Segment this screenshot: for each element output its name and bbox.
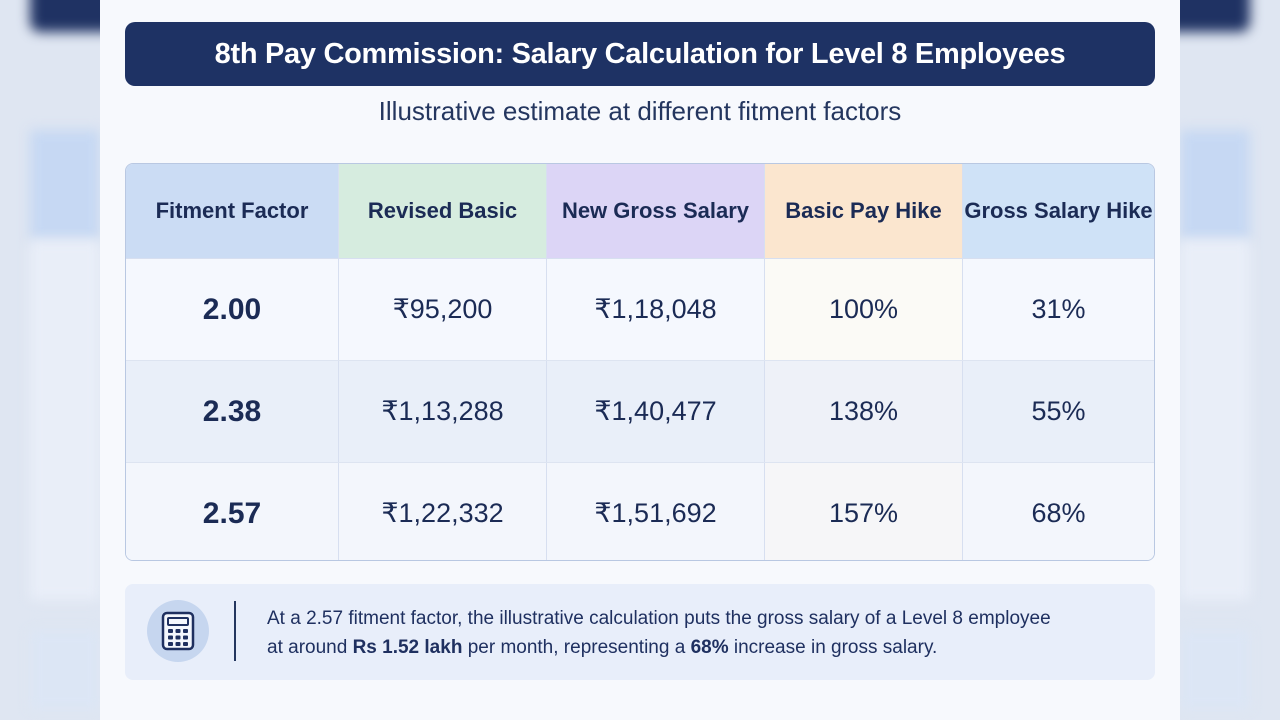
new-gross-salary-cell: ₹1,40,477 [547, 361, 765, 462]
gross-increase-percent: 68% [690, 637, 729, 658]
fitment-factor-cell: 2.57 [126, 463, 339, 560]
infographic-card: 8th Pay Commission: Salary Calculation f… [100, 0, 1180, 720]
gross-salary-hike-cell: 31% [1031, 294, 1086, 324]
salary-table: Fitment Factor Revised Basic New Gross S… [125, 163, 1155, 561]
table-row: 2.38 ₹1,13,288 ₹1,40,477 138% 55% [126, 361, 1154, 463]
page-subtitle: Illustrative estimate at different fitme… [378, 96, 902, 126]
note-text-fragment: per month, representing a [462, 637, 691, 658]
note-divider [234, 601, 236, 661]
column-header-revised-basic: Revised Basic [339, 164, 547, 258]
gross-salary-hike-cell: 55% [1031, 396, 1086, 426]
revised-basic-cell: ₹95,200 [339, 259, 547, 360]
title-banner: 8th Pay Commission: Salary Calculation f… [125, 22, 1155, 86]
column-header-basic-pay-hike: Basic Pay Hike [765, 164, 963, 258]
page-title: 8th Pay Commission: Salary Calculation f… [214, 37, 1066, 70]
note-text-fragment: increase in gross salary. [728, 637, 938, 658]
column-header-fitment-factor: Fitment Factor [126, 164, 339, 258]
table-row: 2.57 ₹1,22,332 ₹1,51,692 157% 68% [126, 463, 1154, 560]
fitment-factor-cell: 2.00 [126, 259, 339, 360]
revised-basic-cell: ₹1,22,332 [339, 463, 547, 560]
table-row: 2.00 ₹95,200 ₹1,18,048 100% 31% [126, 259, 1154, 361]
summary-note: At a 2.57 fitment factor, the illustrati… [125, 584, 1155, 680]
note-line-2: at around Rs 1.52 lakh per month, repres… [267, 633, 1127, 662]
new-gross-salary-cell: ₹1,18,048 [547, 259, 765, 360]
fitment-factor-cell: 2.38 [126, 361, 339, 462]
table-header-row: Fitment Factor Revised Basic New Gross S… [126, 164, 1154, 259]
column-header-gross-salary-hike: Gross Salary Hike [963, 164, 1154, 258]
basic-pay-hike-cell: 100% [765, 259, 963, 360]
revised-basic-cell: ₹1,13,288 [339, 361, 547, 462]
calculator-icon [147, 600, 209, 662]
note-text-fragment: at around [267, 637, 353, 658]
gross-salary-amount: Rs 1.52 lakh [352, 637, 463, 658]
note-line-1: At a 2.57 fitment factor, the illustrati… [267, 608, 1051, 629]
new-gross-salary-cell: ₹1,51,692 [547, 463, 765, 560]
note-text: At a 2.57 fitment factor, the illustrati… [267, 604, 1127, 662]
column-header-new-gross-salary: New Gross Salary [547, 164, 765, 258]
basic-pay-hike-cell: 138% [765, 361, 963, 462]
basic-pay-hike-cell: 157% [765, 463, 963, 560]
gross-salary-hike-cell: 68% [1031, 498, 1086, 528]
